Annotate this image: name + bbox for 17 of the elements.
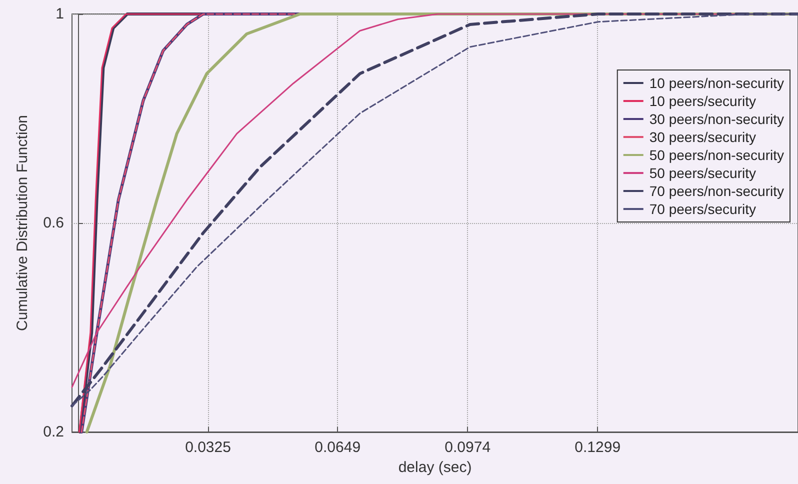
legend-label: 30 peers/security	[649, 129, 756, 145]
y-tick-label: 0.6	[43, 214, 64, 232]
legend-label: 50 peers/security	[649, 165, 756, 181]
legend-label: 70 peers/security	[649, 201, 756, 217]
y-tick-label: 0.2	[43, 424, 64, 440]
legend-label: 30 peers/non-security	[649, 111, 784, 127]
y-tick-label: 1	[56, 6, 64, 22]
x-tick-label: 0.0649	[314, 439, 361, 456]
x-tick-label: 0.0325	[185, 439, 231, 456]
legend-label: 10 peers/non-security	[649, 75, 784, 91]
x-tick-label: 0.1299	[574, 439, 621, 456]
x-tick-label: 0.0974	[444, 439, 491, 456]
legend-label: 10 peers/security	[649, 93, 756, 109]
y-axis-title: Cumulative Distribution Function	[14, 115, 31, 331]
legend-label: 50 peers/non-security	[649, 147, 784, 163]
legend-label: 70 peers/non-security	[649, 183, 784, 199]
x-axis-title: delay (sec)	[398, 458, 472, 476]
